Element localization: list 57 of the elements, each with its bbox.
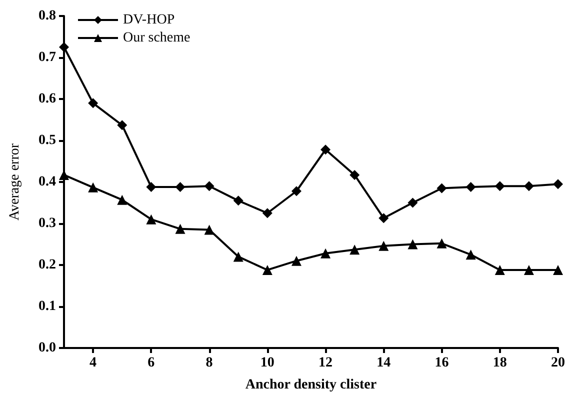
y-tick-label: 0.4 — [38, 174, 56, 190]
point — [291, 186, 302, 196]
point — [494, 181, 505, 192]
y-tick-label: 0.8 — [38, 8, 56, 24]
y-tick-label: 0.2 — [38, 258, 56, 272]
point — [117, 120, 128, 130]
point — [350, 244, 360, 255]
legend-label: DV-HOP — [123, 12, 175, 28]
y-tick-label: 0.0 — [38, 340, 56, 356]
point — [378, 213, 389, 224]
point — [466, 182, 476, 192]
point — [262, 264, 272, 275]
x-tick-label: 8 — [206, 356, 213, 370]
point — [350, 170, 360, 180]
x-tick-label: 18 — [492, 356, 507, 370]
y-tick-label: 0.1 — [38, 299, 56, 314]
point — [146, 214, 156, 224]
y-axis-title: Average error — [8, 143, 22, 221]
point — [175, 182, 186, 192]
point — [378, 240, 389, 251]
x-tick-label: 16 — [434, 356, 449, 370]
point — [553, 179, 563, 190]
y-tick-label: 0.5 — [38, 133, 56, 148]
point — [204, 181, 214, 192]
x-tick-label: 10 — [260, 356, 274, 370]
x-tick-label: 14 — [376, 356, 391, 370]
point — [436, 238, 447, 248]
point — [291, 256, 302, 266]
point — [408, 239, 418, 250]
point — [408, 198, 418, 208]
point — [494, 264, 505, 275]
point — [204, 224, 214, 235]
x-axis-title: Anchor density clister — [245, 378, 377, 392]
y-tick-label: 0.3 — [38, 216, 56, 231]
x-tick-label: 12 — [318, 356, 333, 370]
point — [262, 208, 272, 218]
point — [233, 196, 244, 206]
x-tick-label: 20 — [551, 356, 565, 370]
point — [320, 248, 331, 258]
point — [466, 250, 476, 260]
point — [88, 182, 98, 192]
point — [88, 98, 98, 108]
y-tick-label: 0.7 — [38, 50, 56, 65]
point — [175, 224, 186, 234]
x-tick-label: 6 — [148, 356, 155, 370]
point — [524, 181, 534, 192]
y-tick-label: 0.6 — [38, 92, 56, 106]
legend-label: Our scheme — [123, 30, 190, 46]
point — [320, 144, 331, 155]
point — [233, 252, 244, 262]
point — [553, 264, 563, 275]
point — [59, 42, 69, 52]
point — [524, 264, 534, 275]
point — [436, 183, 447, 194]
point — [146, 182, 156, 192]
x-tick-label: 4 — [90, 356, 97, 370]
point — [117, 194, 128, 205]
